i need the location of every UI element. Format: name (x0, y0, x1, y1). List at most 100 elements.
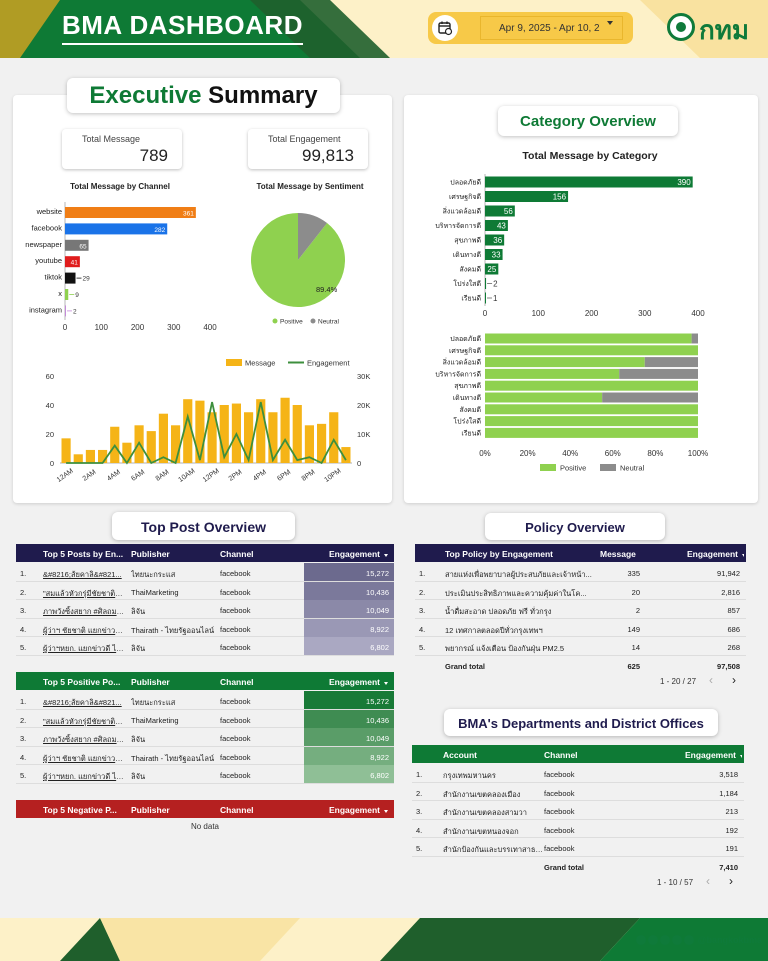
column-header[interactable]: Engagement (304, 549, 394, 559)
column-header[interactable]: Message (600, 549, 636, 559)
table-row[interactable]: 1. &#8216;ส้ยคาลิ&#821... ไทยนะกระแส facebo… (16, 691, 394, 710)
y-tick-label-left: 0 (50, 459, 54, 468)
date-range-value[interactable]: Apr 9, 2025 - Apr 10, 2 (480, 16, 623, 40)
account-cell: สำนักป้องกันและบรรเทาสาธาร... (443, 845, 543, 855)
sort-desc-icon[interactable] (740, 755, 742, 758)
bar-value-label: 2 (73, 308, 77, 315)
legend-swatch (600, 464, 616, 471)
prev-page-icon[interactable]: ‹ (706, 874, 710, 888)
table-row[interactable]: 3. ภาพวังซิ้งสยาก #ศิลถมคม เย... ลิจัน face… (16, 600, 394, 619)
sort-desc-icon[interactable] (384, 682, 388, 685)
table-row[interactable]: 4. 12 เทศกาลตลอดปีทั่วกรุงเทพฯ 149 686 (415, 619, 746, 638)
post-link[interactable]: "สมแล้วหัวกรุ่มีชัยชาติไล่ป... (43, 588, 125, 598)
legend-swatch (272, 318, 278, 324)
table-row[interactable]: 5. สำนักป้องกันและบรรเทาสาธาร... facebook 1… (412, 838, 744, 857)
departments-pagination-text: 1 - 10 / 57 (657, 878, 694, 887)
tiktok-icon[interactable] (683, 935, 694, 945)
table-row[interactable]: 2. ประเมินประสิทธิภาพและความคุ้มค่าในโค..… (415, 582, 746, 601)
channel-bar (65, 239, 89, 251)
post-link[interactable]: ผู้ว่าฯหยก. แยกข่าวดี ได้ลด... (43, 644, 125, 654)
y-tick-label-right: 10K (357, 430, 370, 439)
table-row[interactable]: 1. &#8216;ส้ยคาลิ&#821... ไทยนะกระแส facebo… (16, 563, 394, 582)
row-index: 5. (416, 844, 423, 854)
social-handle[interactable]: @bangkokbma (697, 935, 762, 945)
x-icon[interactable] (635, 935, 646, 945)
message-cell: 14 (631, 643, 640, 653)
column-header[interactable]: Channel (220, 805, 254, 815)
x-tick-label: 6PM (276, 469, 292, 483)
column-header[interactable]: Top 5 Negative P... (43, 805, 117, 815)
column-header[interactable]: Engagement (660, 549, 744, 559)
message-bar (195, 400, 205, 463)
column-header[interactable]: Account (443, 750, 477, 760)
column-header[interactable]: Channel (220, 677, 254, 687)
x-tick-label: 300 (167, 323, 181, 332)
sort-desc-icon[interactable] (384, 810, 388, 813)
column-header[interactable]: Top Policy by Engagement (445, 549, 553, 559)
post-link[interactable]: ภาพวังซิ้งสยาก #ศิลถมคม เย... (43, 735, 125, 745)
row-index: 5. (419, 643, 426, 653)
table-row[interactable]: 2. สำนักงานเขตคลองเมือง facebook 1,184 (412, 783, 744, 802)
policy-table: Top Policy by Engagement Message Engagemen… (415, 544, 746, 674)
column-header[interactable]: Channel (544, 750, 578, 760)
row-index: 4. (20, 624, 27, 634)
next-page-icon[interactable]: › (729, 874, 733, 888)
column-header[interactable]: Publisher (131, 549, 170, 559)
engagement-cell: 10,436 (304, 581, 394, 600)
channel-chart-title: Total Message by Channel (70, 182, 170, 191)
hourly-combo-chart: Message Engagement 0 20 40 60 0 10K 20K 30K 12AM 2A… (46, 359, 371, 484)
row-index: 1. (419, 569, 426, 578)
table-row[interactable]: 4. ผู้ว่าฯ ชัยชาติ แยกข่าวดี ได้... Thaira… (16, 746, 394, 766)
column-header[interactable]: Top 5 Posts by En... (43, 549, 124, 559)
column-header[interactable]: Channel (220, 549, 254, 559)
stacked-bar-positive (485, 392, 603, 403)
post-link[interactable]: &#8216;ส้ยคาลิ&#821... (43, 570, 122, 579)
table-row[interactable]: 2. "สมแล้วหัวกรุ่มีชัยชาติไล่ป... ThaiMark… (16, 581, 394, 601)
y-tick-label-right: 30K (357, 372, 370, 381)
engagement-cell: 686 (727, 624, 740, 634)
next-page-icon[interactable]: › (732, 673, 736, 687)
sort-desc-icon[interactable] (742, 554, 744, 557)
table-row[interactable]: 3. น้ำดื่มสะอาด ปลอดภัย ฟรี ทั่วกรุง 2 857 (415, 600, 746, 619)
header-bar: BMA DASHBOARD Apr 9, 2025 - Apr 10, 2 กท… (0, 0, 768, 58)
table-row[interactable]: 1. สายแห่งเพื่อพยาบาลผู้ประสบภัยและเจ้าหน… (415, 563, 746, 582)
category-bar (485, 292, 486, 304)
post-link[interactable]: "สมแล้วหัวกรุ่มีชัยชาติไล่ป... (43, 716, 125, 726)
column-header[interactable]: Publisher (131, 805, 170, 815)
column-header[interactable]: Engagement (304, 677, 394, 687)
engagement-cell: 213 (725, 807, 738, 817)
row-index: 2. (419, 587, 426, 597)
table-row[interactable]: 2. "สมแล้วหัวกรุ่มีชัยชาติไล่ป... ThaiMark… (16, 709, 394, 729)
table-row[interactable]: 1. กรุงเทพมหานคร facebook 3,518 (412, 764, 744, 783)
post-link[interactable]: &#8216;ส้ยคาลิ&#821... (43, 698, 122, 707)
post-link[interactable]: ภาพวังซิ้งสยาก #ศิลถมคม เย... (43, 607, 125, 617)
chevron-down-icon[interactable] (607, 21, 613, 25)
account-cell: สำนักงานเขตคลองเมือง (443, 789, 521, 799)
category-label: newspaper (25, 240, 62, 249)
column-header[interactable]: Engagement (642, 750, 742, 760)
table-row[interactable]: 5. ผู้ว่าฯหยก. แยกข่าวดี ได้ลด... ลิจัน fac… (16, 765, 394, 784)
column-header[interactable]: Top 5 Positive Po... (43, 677, 121, 687)
table-row[interactable]: 5. ผู้ว่าฯหยก. แยกข่าวดี ได้ลด... ลิจัน fac… (16, 637, 394, 656)
table-row[interactable]: 4. ผู้ว่าฯ ชัยชาติ แยกข่าวดี ได้... Thaira… (16, 618, 394, 638)
column-header[interactable]: Engagement (304, 805, 394, 815)
date-range-picker[interactable]: Apr 9, 2025 - Apr 10, 2 (428, 12, 633, 44)
post-link[interactable]: ผู้ว่าฯ ชัยชาติ แยกข่าวดี ได้... (43, 753, 125, 763)
table-row[interactable]: 4. สำนักงานเขตหนองจอก facebook 192 (412, 820, 744, 839)
table-row[interactable]: 3. ภาพวังซิ้งสยาก #ศิลถมคม เย... ลิจัน face… (16, 728, 394, 747)
post-link[interactable]: ผู้ว่าฯหยก. แยกข่าวดี ได้ลด... (43, 772, 125, 782)
youtube-icon[interactable] (671, 935, 682, 945)
table-row[interactable]: 3. สำนักงานเขตคลองสามวา facebook 213 (412, 801, 744, 820)
column-header[interactable]: Publisher (131, 677, 170, 687)
table-row[interactable]: 5. พยากรณ์ แจ้งเตือน ป้องกันฝุ่น PM2.5 14 2… (415, 637, 746, 656)
prev-page-icon[interactable]: ‹ (709, 673, 713, 687)
instagram-icon[interactable] (659, 935, 670, 945)
policy-name-cell: น้ำดื่มสะอาด ปลอดภัย ฟรี ทั่วกรุง (445, 607, 552, 617)
policy-name-cell: ประเมินประสิทธิภาพและความคุ้มค่าในโค... (445, 588, 587, 598)
sort-desc-icon[interactable] (384, 554, 388, 557)
post-link[interactable]: ผู้ว่าฯ ชัยชาติ แยกข่าวดี ได้... (43, 625, 125, 635)
publisher-cell: ลิจัน (131, 772, 146, 782)
account-cell: สำนักงานเขตคลองสามวา (443, 808, 527, 818)
x-tick-label: 2AM (82, 469, 98, 483)
facebook-icon[interactable] (647, 935, 658, 945)
